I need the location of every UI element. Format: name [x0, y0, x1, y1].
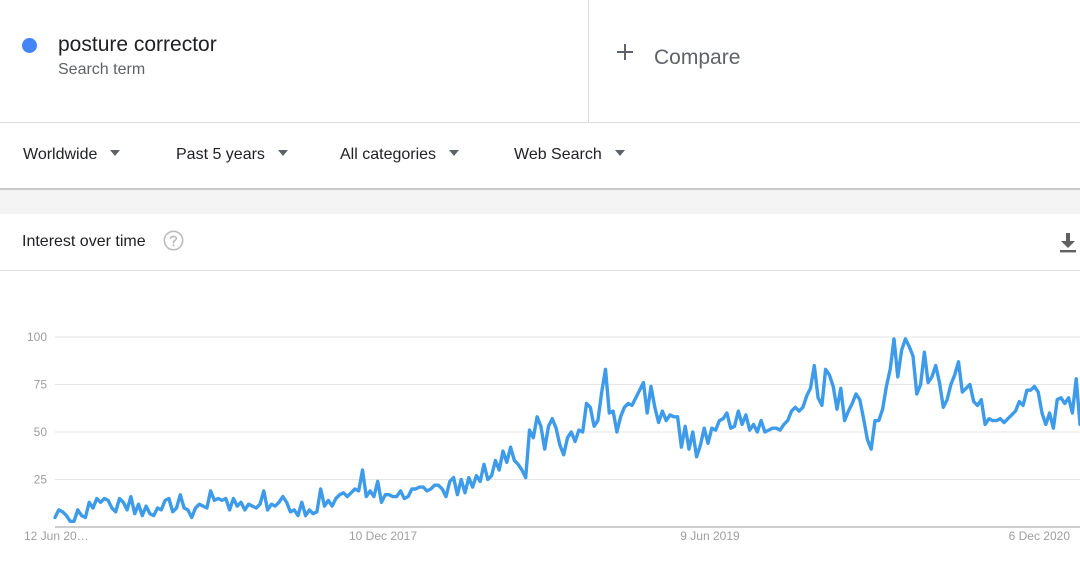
chevron-down-icon [614, 150, 625, 156]
chevron-down-icon [449, 150, 460, 156]
y-tick-label: 50 [34, 425, 48, 439]
region-label: Worldwide [23, 146, 98, 163]
x-tick-label: 9 Jun 2019 [680, 529, 740, 543]
y-tick-label: 25 [34, 473, 48, 487]
y-tick-label: 75 [34, 378, 48, 392]
filter-bar: Worldwide Past 5 years All categories We… [0, 122, 1080, 190]
y-tick-label: 100 [27, 330, 47, 344]
x-tick-label: 10 Dec 2017 [349, 529, 417, 543]
interest-over-time-chart: 25 50 75 100 12 Jun 20… 10 Dec 2017 9 Jun 2019… [0, 271, 1080, 574]
search-type-label: Web Search [514, 146, 602, 163]
plus-icon [617, 44, 633, 60]
card-title: Interest over time [22, 233, 146, 250]
help-circle-icon[interactable] [163, 230, 184, 251]
download-icon[interactable] [1058, 232, 1078, 254]
line-chart: 25 50 75 100 12 Jun 20… 10 Dec 2017 9 Jun 2019… [24, 330, 1080, 543]
search-term-name[interactable]: posture corrector [58, 33, 217, 56]
x-tick-label: 6 Dec 2020 [1009, 529, 1071, 543]
time-range-dropdown[interactable]: Past 5 years [176, 146, 288, 164]
chevron-down-icon [277, 150, 288, 156]
x-tick-label: 12 Jun 20… [24, 529, 89, 543]
compare-label: Compare [654, 46, 741, 69]
category-dropdown[interactable]: All categories [340, 146, 460, 164]
region-dropdown[interactable]: Worldwide [23, 146, 121, 164]
search-term-bar: posture corrector Search term Compare [0, 0, 1080, 123]
term-color-dot [22, 38, 37, 53]
series-line[interactable] [53, 337, 1080, 524]
category-label: All categories [340, 146, 437, 163]
compare-button[interactable]: Compare [589, 0, 1080, 122]
time-range-label: Past 5 years [176, 146, 265, 163]
section-divider [0, 190, 1080, 214]
search-type-dropdown[interactable]: Web Search [514, 146, 625, 164]
interest-card-header: Interest over time [0, 214, 1080, 271]
chevron-down-icon [110, 150, 121, 156]
search-term-type: Search term [58, 61, 146, 78]
search-term-card[interactable]: posture corrector Search term [0, 0, 589, 122]
